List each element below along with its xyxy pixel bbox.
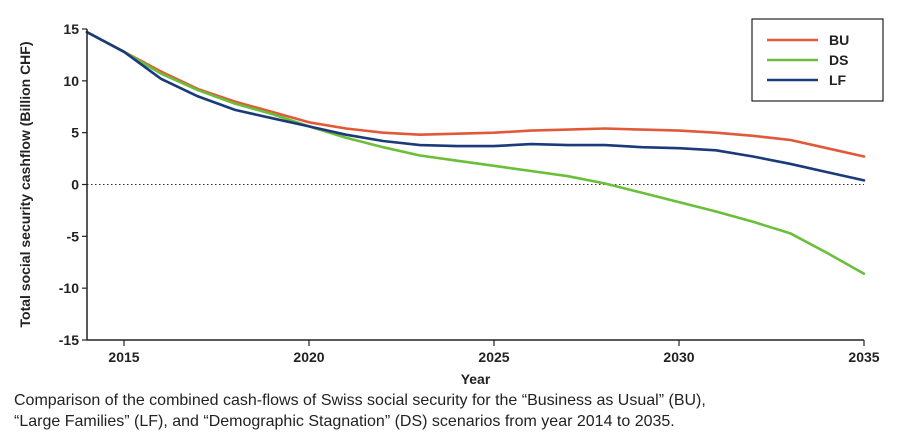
y-tick-label: -10	[59, 280, 79, 296]
y-tick-label: 15	[63, 21, 79, 37]
plot-area	[85, 30, 866, 275]
figure-caption: Comparison of the combined cash-flows of…	[14, 390, 894, 432]
cashflow-line-chart: 15 10 5 0 -5 -10 -15 2015 2020 2025 2030 2035 Year To…	[17, 18, 884, 387]
y-tick-label: 10	[63, 73, 79, 89]
x-axis-title: Year	[461, 371, 491, 387]
legend-label-ds: DS	[829, 52, 848, 68]
legend: BU DS LF	[751, 18, 884, 102]
series-line-bu	[85, 30, 866, 158]
series-line-lf	[85, 30, 866, 182]
x-tick-label: 2035	[848, 349, 879, 365]
x-tick-label: 2025	[478, 349, 509, 365]
series-line-ds	[85, 30, 866, 275]
y-tick-label: 0	[71, 177, 79, 193]
x-tick-label: 2020	[293, 349, 324, 365]
legend-label-bu: BU	[829, 32, 849, 48]
x-tick-label: 2030	[663, 349, 694, 365]
legend-label-lf: LF	[829, 72, 847, 88]
caption-line-1: Comparison of the combined cash-flows of…	[14, 392, 706, 409]
y-tick-label: -5	[67, 228, 80, 244]
y-tick-label: 5	[71, 125, 79, 141]
x-tick-label: 2015	[108, 349, 139, 365]
y-axis-title: Total social security cashflow (Billion …	[17, 41, 33, 327]
caption-line-2: “Large Families” (LF), and “Demographic …	[14, 413, 675, 430]
axes: 15 10 5 0 -5 -10 -15 2015 2020 2025 2030 2035 Year To…	[17, 21, 880, 387]
y-tick-label: -15	[59, 332, 79, 348]
